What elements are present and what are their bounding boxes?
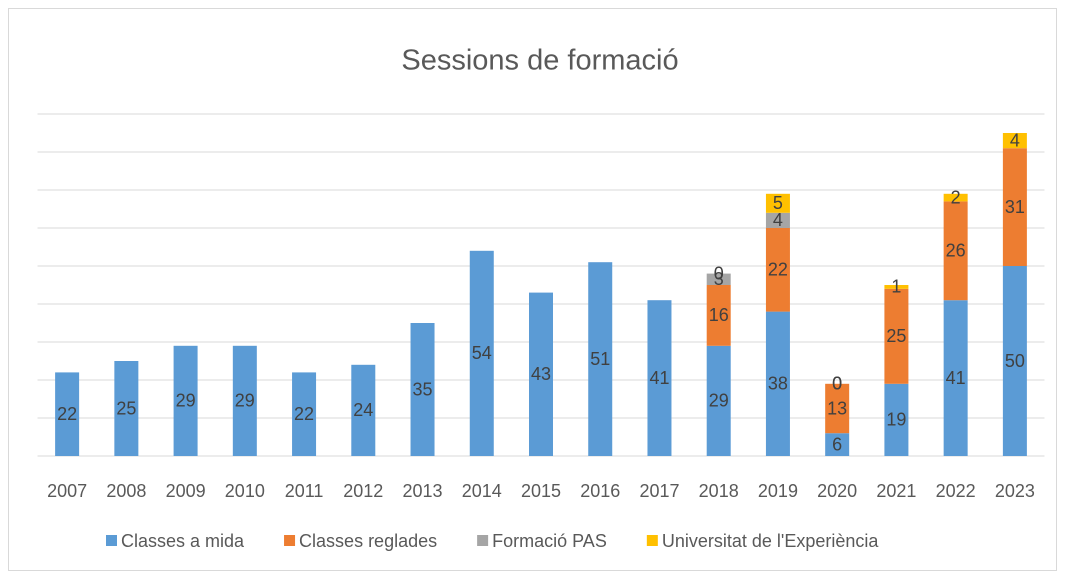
bar-segment (765, 212, 790, 228)
legend-swatch (284, 535, 296, 546)
bar-segment (351, 364, 376, 456)
legend-swatch (477, 535, 489, 546)
bar-segment (292, 372, 317, 456)
data-label: 41 (649, 368, 669, 388)
data-label: 1 (891, 277, 901, 297)
x-tick-label: 2019 (758, 481, 798, 501)
bar-segment (410, 323, 435, 456)
data-label: 0 (832, 374, 842, 394)
data-label: 16 (709, 305, 729, 325)
bar-segment (469, 250, 494, 456)
x-tick-label: 2022 (936, 481, 976, 501)
data-label: 5 (773, 193, 783, 213)
bar-segment (173, 345, 198, 456)
bar-segment (706, 273, 731, 285)
data-label: 25 (116, 398, 136, 418)
legend-swatch (646, 535, 658, 546)
bar-segment (647, 300, 672, 456)
data-label: 6 (832, 434, 842, 454)
x-tick-label: 2021 (876, 481, 916, 501)
x-tick-label: 2023 (995, 481, 1035, 501)
x-tick-label: 2012 (343, 481, 383, 501)
data-label: 51 (590, 349, 610, 369)
bar-segment (884, 383, 909, 456)
bar-segment (1002, 148, 1027, 266)
x-tick-label: 2013 (403, 481, 443, 501)
bar-segment (765, 228, 790, 312)
bar-segment (765, 193, 790, 213)
data-label: 22 (768, 260, 788, 280)
bar-segment (825, 383, 850, 434)
bar-segment (884, 288, 909, 384)
data-label: 4 (773, 210, 783, 230)
bar-segment (114, 361, 139, 456)
x-tick-label: 2018 (699, 481, 739, 501)
data-label: 26 (946, 241, 966, 261)
data-label: 54 (472, 343, 492, 363)
x-tick-label: 2017 (639, 481, 679, 501)
data-label: 25 (886, 326, 906, 346)
x-tick-label: 2011 (285, 481, 324, 501)
bar-segment (825, 433, 850, 456)
data-label: 0 (714, 263, 724, 283)
x-tick-label: 2007 (47, 481, 87, 501)
bar-segment (706, 285, 731, 346)
data-label: 29 (709, 391, 729, 411)
data-label: 43 (531, 364, 551, 384)
bar-segment (1002, 133, 1027, 149)
data-label: 19 (886, 410, 906, 430)
data-label: 24 (353, 400, 373, 420)
data-label: 0 (832, 374, 842, 394)
bar-segment (529, 292, 553, 456)
x-tick-label: 2008 (106, 481, 146, 501)
chart-title: Sessions de formació (401, 45, 678, 77)
data-label: 29 (235, 391, 255, 411)
bar-segment (588, 262, 613, 456)
x-tick-label: 2020 (817, 481, 857, 501)
data-label: 22 (294, 404, 314, 424)
data-label: 13 (827, 398, 847, 418)
bar-segment (1002, 266, 1027, 456)
bar-segment (884, 285, 909, 289)
data-label: 50 (1005, 351, 1025, 371)
x-tick-label: 2014 (462, 481, 502, 501)
bar-segment (943, 300, 968, 456)
legend-label: Classes a mida (121, 531, 245, 551)
chart-border (8, 8, 1057, 571)
data-label: 38 (768, 374, 788, 394)
data-label: 3 (714, 269, 724, 289)
data-label: 31 (1005, 197, 1025, 217)
data-label: 22 (57, 404, 77, 424)
bar-segment (55, 372, 80, 456)
bar-segment (232, 345, 257, 456)
x-tick-label: 2009 (166, 481, 206, 501)
data-label: 4 (1010, 130, 1020, 150)
bar-segment (706, 345, 731, 456)
x-tick-label: 2010 (225, 481, 265, 501)
data-label: 41 (946, 368, 966, 388)
legend-label: Classes reglades (299, 531, 437, 551)
legend-label: Universitat de l'Experiència (662, 531, 880, 551)
data-label: 2 (951, 187, 961, 207)
data-label: 35 (413, 379, 433, 399)
x-tick-label: 2015 (521, 481, 561, 501)
x-tick-label: 2016 (580, 481, 620, 501)
bar-segment (765, 311, 790, 456)
bar-segment (943, 193, 968, 202)
data-label: 29 (176, 391, 196, 411)
legend-label: Formació PAS (492, 531, 607, 551)
legend-swatch (106, 535, 117, 546)
bar-segment (943, 201, 968, 301)
